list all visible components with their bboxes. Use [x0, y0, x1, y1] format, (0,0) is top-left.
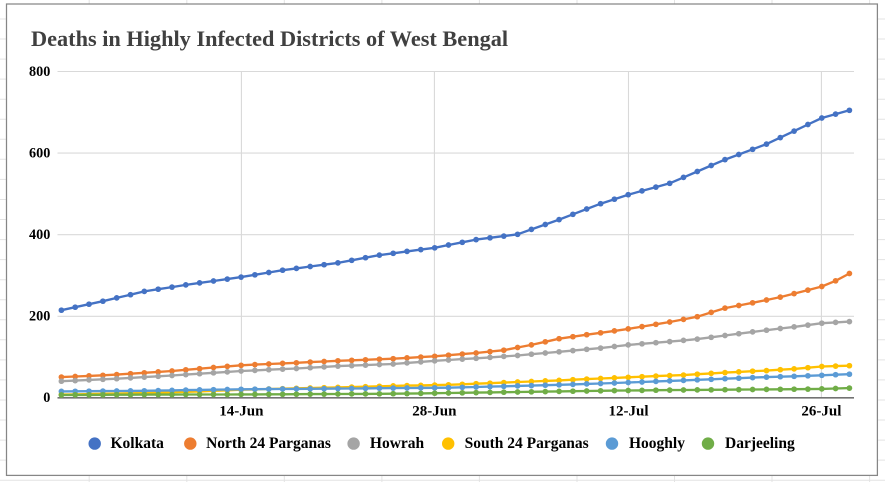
- svg-text:28-Jun: 28-Jun: [412, 403, 457, 419]
- svg-text:12-Jul: 12-Jul: [608, 403, 648, 419]
- svg-text:Darjeeling: Darjeeling: [725, 435, 795, 452]
- svg-text:Deaths in Highly Infected Dist: Deaths in Highly Infected Districts of W…: [31, 26, 508, 51]
- svg-text:0: 0: [43, 390, 50, 406]
- svg-text:800: 800: [29, 64, 50, 80]
- svg-text:South 24 Parganas: South 24 Parganas: [465, 435, 589, 452]
- svg-text:North 24 Parganas: North 24 Parganas: [206, 435, 331, 452]
- svg-text:26-Jul: 26-Jul: [801, 403, 841, 419]
- svg-text:Howrah: Howrah: [370, 435, 425, 452]
- svg-text:200: 200: [29, 309, 50, 325]
- svg-text:600: 600: [29, 145, 50, 161]
- svg-text:14-Jun: 14-Jun: [219, 403, 264, 419]
- svg-text:400: 400: [29, 227, 50, 243]
- svg-text:Hooghly: Hooghly: [629, 435, 685, 452]
- svg-text:Kolkata: Kolkata: [111, 435, 165, 452]
